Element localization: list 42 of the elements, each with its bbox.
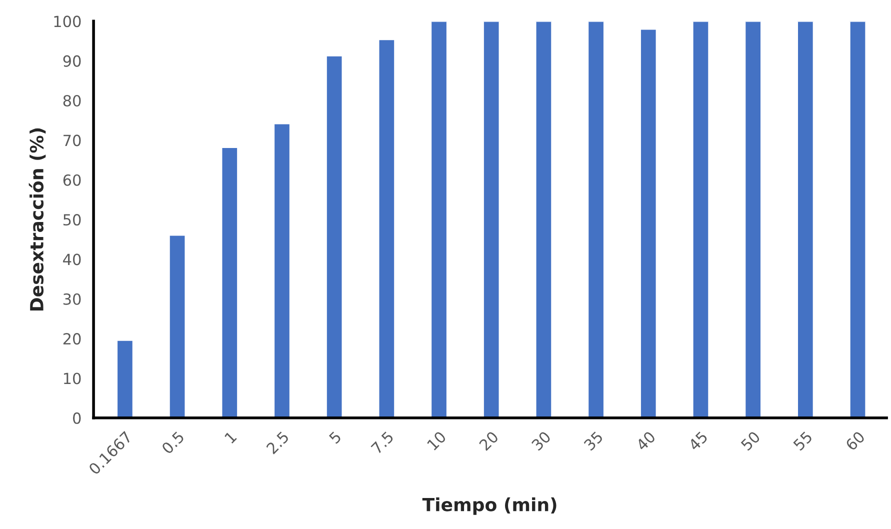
bar bbox=[587, 21, 605, 418]
y-tick-label: 80 bbox=[63, 94, 81, 107]
x-tick-label: 2.5 bbox=[266, 430, 290, 454]
x-tick-label: 30 bbox=[530, 430, 552, 451]
x-tick-label: 0.5 bbox=[161, 430, 185, 455]
x-tick-label: 1 bbox=[224, 431, 237, 444]
x-tick-label: 45 bbox=[688, 430, 708, 452]
x-tick-label: 5 bbox=[328, 430, 342, 444]
x-tick-label: 55 bbox=[792, 430, 813, 451]
bar bbox=[116, 339, 134, 418]
bar bbox=[744, 21, 762, 418]
bar bbox=[220, 146, 238, 418]
y-tick-label: 10 bbox=[64, 372, 81, 384]
x-axis-title: Tiempo (min) bbox=[422, 497, 556, 515]
bar bbox=[326, 54, 344, 418]
bar bbox=[534, 21, 553, 418]
x-tick-label: 10 bbox=[426, 430, 447, 451]
y-tick-label: 60 bbox=[63, 174, 81, 186]
x-tick-label: 50 bbox=[740, 430, 761, 451]
bar bbox=[796, 21, 814, 418]
x-tick-label: 60 bbox=[844, 430, 866, 452]
y-tick-label: 40 bbox=[63, 254, 81, 266]
bar bbox=[378, 38, 396, 418]
bar bbox=[692, 21, 710, 418]
y-tick-label: 20 bbox=[63, 333, 81, 345]
x-tick-label: 40 bbox=[635, 430, 656, 452]
x-tick-label: 7.5 bbox=[370, 430, 394, 454]
y-axis-title: Desextracción (%) bbox=[28, 128, 46, 311]
bar bbox=[848, 21, 867, 418]
x-tick-label: 20 bbox=[478, 430, 500, 452]
bar bbox=[273, 122, 291, 418]
bar bbox=[640, 28, 658, 418]
x-tick-label: 35 bbox=[583, 430, 604, 451]
bar bbox=[482, 21, 500, 418]
y-tick-label: 50 bbox=[63, 214, 81, 226]
bar bbox=[430, 21, 448, 418]
y-tick-label: 70 bbox=[64, 134, 81, 146]
bar bbox=[168, 234, 186, 418]
y-tick-label: 30 bbox=[63, 293, 81, 305]
y-tick-label: 100 bbox=[54, 16, 81, 28]
y-tick-label: 0 bbox=[73, 412, 81, 424]
y-tick-label: 90 bbox=[63, 55, 81, 67]
